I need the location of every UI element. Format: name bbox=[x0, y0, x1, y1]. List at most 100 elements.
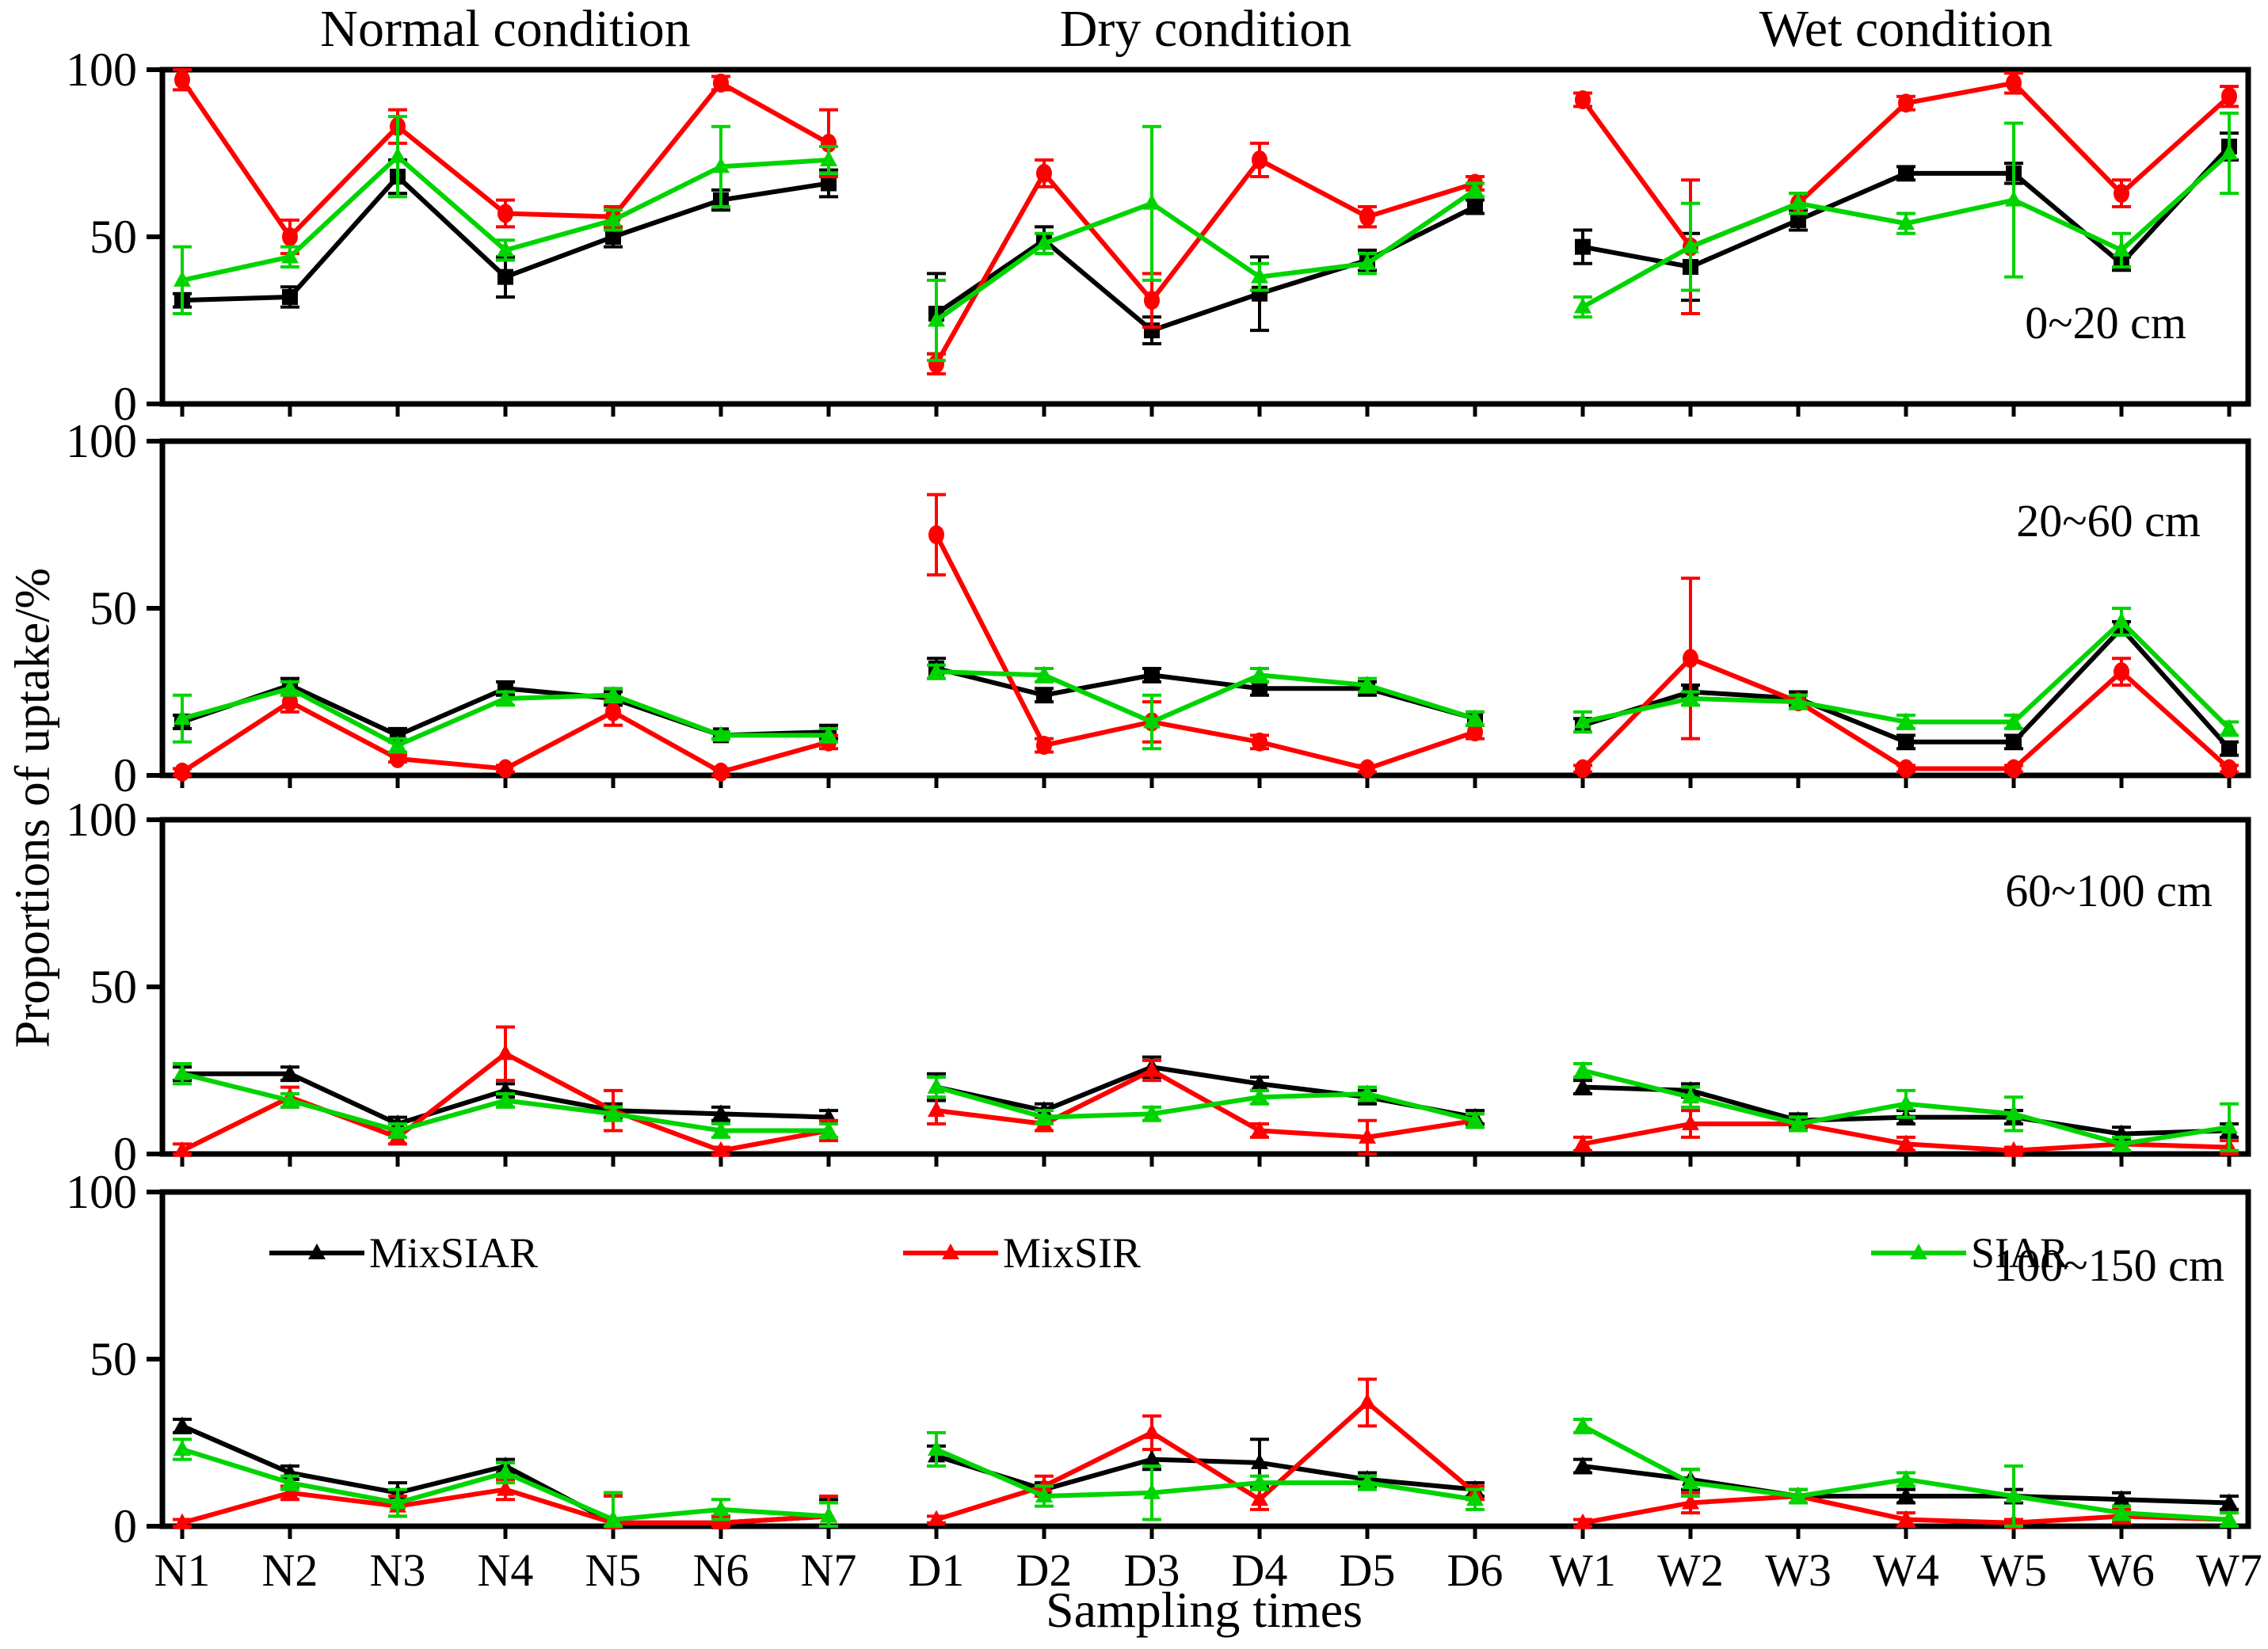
y-tick-label: 0 bbox=[113, 1500, 137, 1552]
data-marker bbox=[712, 1104, 730, 1121]
y-tick-label: 0 bbox=[113, 378, 137, 430]
data-marker bbox=[605, 229, 621, 245]
data-marker bbox=[389, 147, 406, 163]
data-marker bbox=[1898, 759, 1914, 779]
data-marker bbox=[1036, 736, 1052, 756]
data-marker bbox=[173, 1439, 191, 1456]
data-marker bbox=[1897, 214, 1915, 230]
data-marker bbox=[928, 1439, 945, 1456]
data-marker bbox=[928, 525, 944, 545]
data-marker bbox=[1359, 253, 1376, 270]
legend-swatch-mixsir bbox=[903, 1243, 998, 1259]
data-marker bbox=[1574, 1513, 1591, 1529]
data-marker bbox=[1143, 1483, 1161, 1499]
data-marker bbox=[1466, 709, 1484, 725]
data-marker bbox=[928, 1101, 945, 1118]
data-marker bbox=[1574, 1134, 1591, 1151]
data-marker bbox=[1574, 1077, 1591, 1094]
series-line-MixSIAR bbox=[1582, 626, 2232, 751]
x-tick-label: W6 bbox=[2088, 1544, 2155, 1596]
data-marker bbox=[2220, 718, 2238, 735]
data-marker bbox=[497, 1044, 514, 1061]
data-marker bbox=[1574, 712, 1591, 729]
data-marker bbox=[173, 1064, 191, 1080]
depth-label-20-60: 20~60 cm bbox=[2016, 495, 2201, 546]
series-line-SIAR bbox=[935, 1447, 1476, 1502]
x-tick-label: N3 bbox=[370, 1544, 426, 1596]
x-tick-label: D4 bbox=[1232, 1544, 1288, 1596]
legend-swatch-siar bbox=[1871, 1243, 1966, 1259]
data-marker bbox=[1682, 1493, 1699, 1510]
data-marker bbox=[497, 204, 513, 223]
legend-swatch-mixsiar bbox=[269, 1243, 364, 1259]
data-marker bbox=[928, 310, 945, 327]
legend-marker bbox=[1910, 1243, 1927, 1259]
data-marker bbox=[173, 709, 191, 725]
data-marker bbox=[2114, 184, 2129, 204]
data-marker bbox=[2005, 1487, 2022, 1503]
y-tick-label: 100 bbox=[66, 415, 137, 467]
data-marker bbox=[1252, 732, 1267, 752]
x-tick-label: W4 bbox=[1873, 1544, 1939, 1596]
data-marker bbox=[497, 1480, 514, 1496]
series-line-MixSIAR bbox=[936, 1453, 1476, 1492]
data-marker bbox=[1575, 238, 1591, 255]
data-marker bbox=[1144, 291, 1160, 310]
data-marker bbox=[281, 679, 299, 695]
data-marker bbox=[712, 157, 730, 173]
legend-marker bbox=[308, 1243, 326, 1259]
series-line-SIAR bbox=[936, 669, 1476, 725]
x-tick-label: N7 bbox=[801, 1544, 857, 1596]
data-marker bbox=[1035, 1107, 1053, 1124]
data-marker bbox=[2113, 1490, 2130, 1506]
y-tick-label: 50 bbox=[90, 211, 137, 263]
y-tick-label: 50 bbox=[90, 961, 137, 1013]
condition-title-wet: Wet condition bbox=[1759, 0, 2053, 58]
data-marker bbox=[820, 150, 837, 166]
data-marker bbox=[2113, 611, 2130, 628]
data-marker bbox=[389, 1121, 406, 1137]
data-marker bbox=[1251, 1087, 1268, 1104]
data-marker bbox=[1683, 649, 1698, 668]
data-marker bbox=[281, 247, 299, 264]
condition-title-normal: Normal condition bbox=[320, 0, 691, 58]
data-marker bbox=[712, 1121, 730, 1137]
data-marker bbox=[2006, 73, 2022, 93]
x-tick-label: W2 bbox=[1657, 1544, 1724, 1596]
x-tick-label: N4 bbox=[478, 1544, 534, 1596]
data-marker bbox=[1359, 759, 1375, 779]
data-marker bbox=[1790, 211, 1806, 228]
data-marker bbox=[1466, 1110, 1484, 1127]
depth-label-100-150: 100~150 cm bbox=[1994, 1240, 2224, 1291]
data-marker bbox=[1143, 1449, 1161, 1466]
data-marker bbox=[1574, 1416, 1591, 1433]
x-tick-label: W3 bbox=[1765, 1544, 1832, 1596]
data-marker bbox=[2114, 662, 2129, 682]
data-marker bbox=[281, 1483, 299, 1499]
data-marker bbox=[281, 1473, 299, 1490]
data-marker bbox=[1574, 1061, 1591, 1077]
data-marker bbox=[1143, 712, 1161, 729]
data-marker bbox=[281, 1091, 299, 1107]
data-marker bbox=[1036, 163, 1052, 183]
data-marker bbox=[1035, 1487, 1053, 1503]
data-marker bbox=[1359, 1084, 1376, 1101]
x-tick-label: D1 bbox=[909, 1544, 965, 1596]
data-marker bbox=[282, 288, 298, 305]
data-marker bbox=[604, 210, 622, 227]
y-tick-label: 0 bbox=[113, 749, 137, 802]
x-tick-label: W7 bbox=[2196, 1544, 2262, 1596]
data-marker bbox=[2220, 1493, 2238, 1510]
y-axis-title: Proportions of uptake/% bbox=[6, 567, 60, 1049]
series-line-MixSIAR bbox=[1582, 145, 2232, 269]
data-marker bbox=[2113, 1503, 2130, 1520]
data-marker bbox=[2221, 741, 2237, 757]
data-marker bbox=[1251, 1121, 1268, 1137]
series-line-MixSIR bbox=[934, 157, 1476, 365]
data-marker bbox=[1897, 1469, 1915, 1486]
data-marker bbox=[1144, 667, 1160, 684]
data-marker bbox=[389, 736, 406, 752]
data-marker bbox=[1682, 237, 1699, 253]
data-marker bbox=[1252, 150, 1267, 169]
